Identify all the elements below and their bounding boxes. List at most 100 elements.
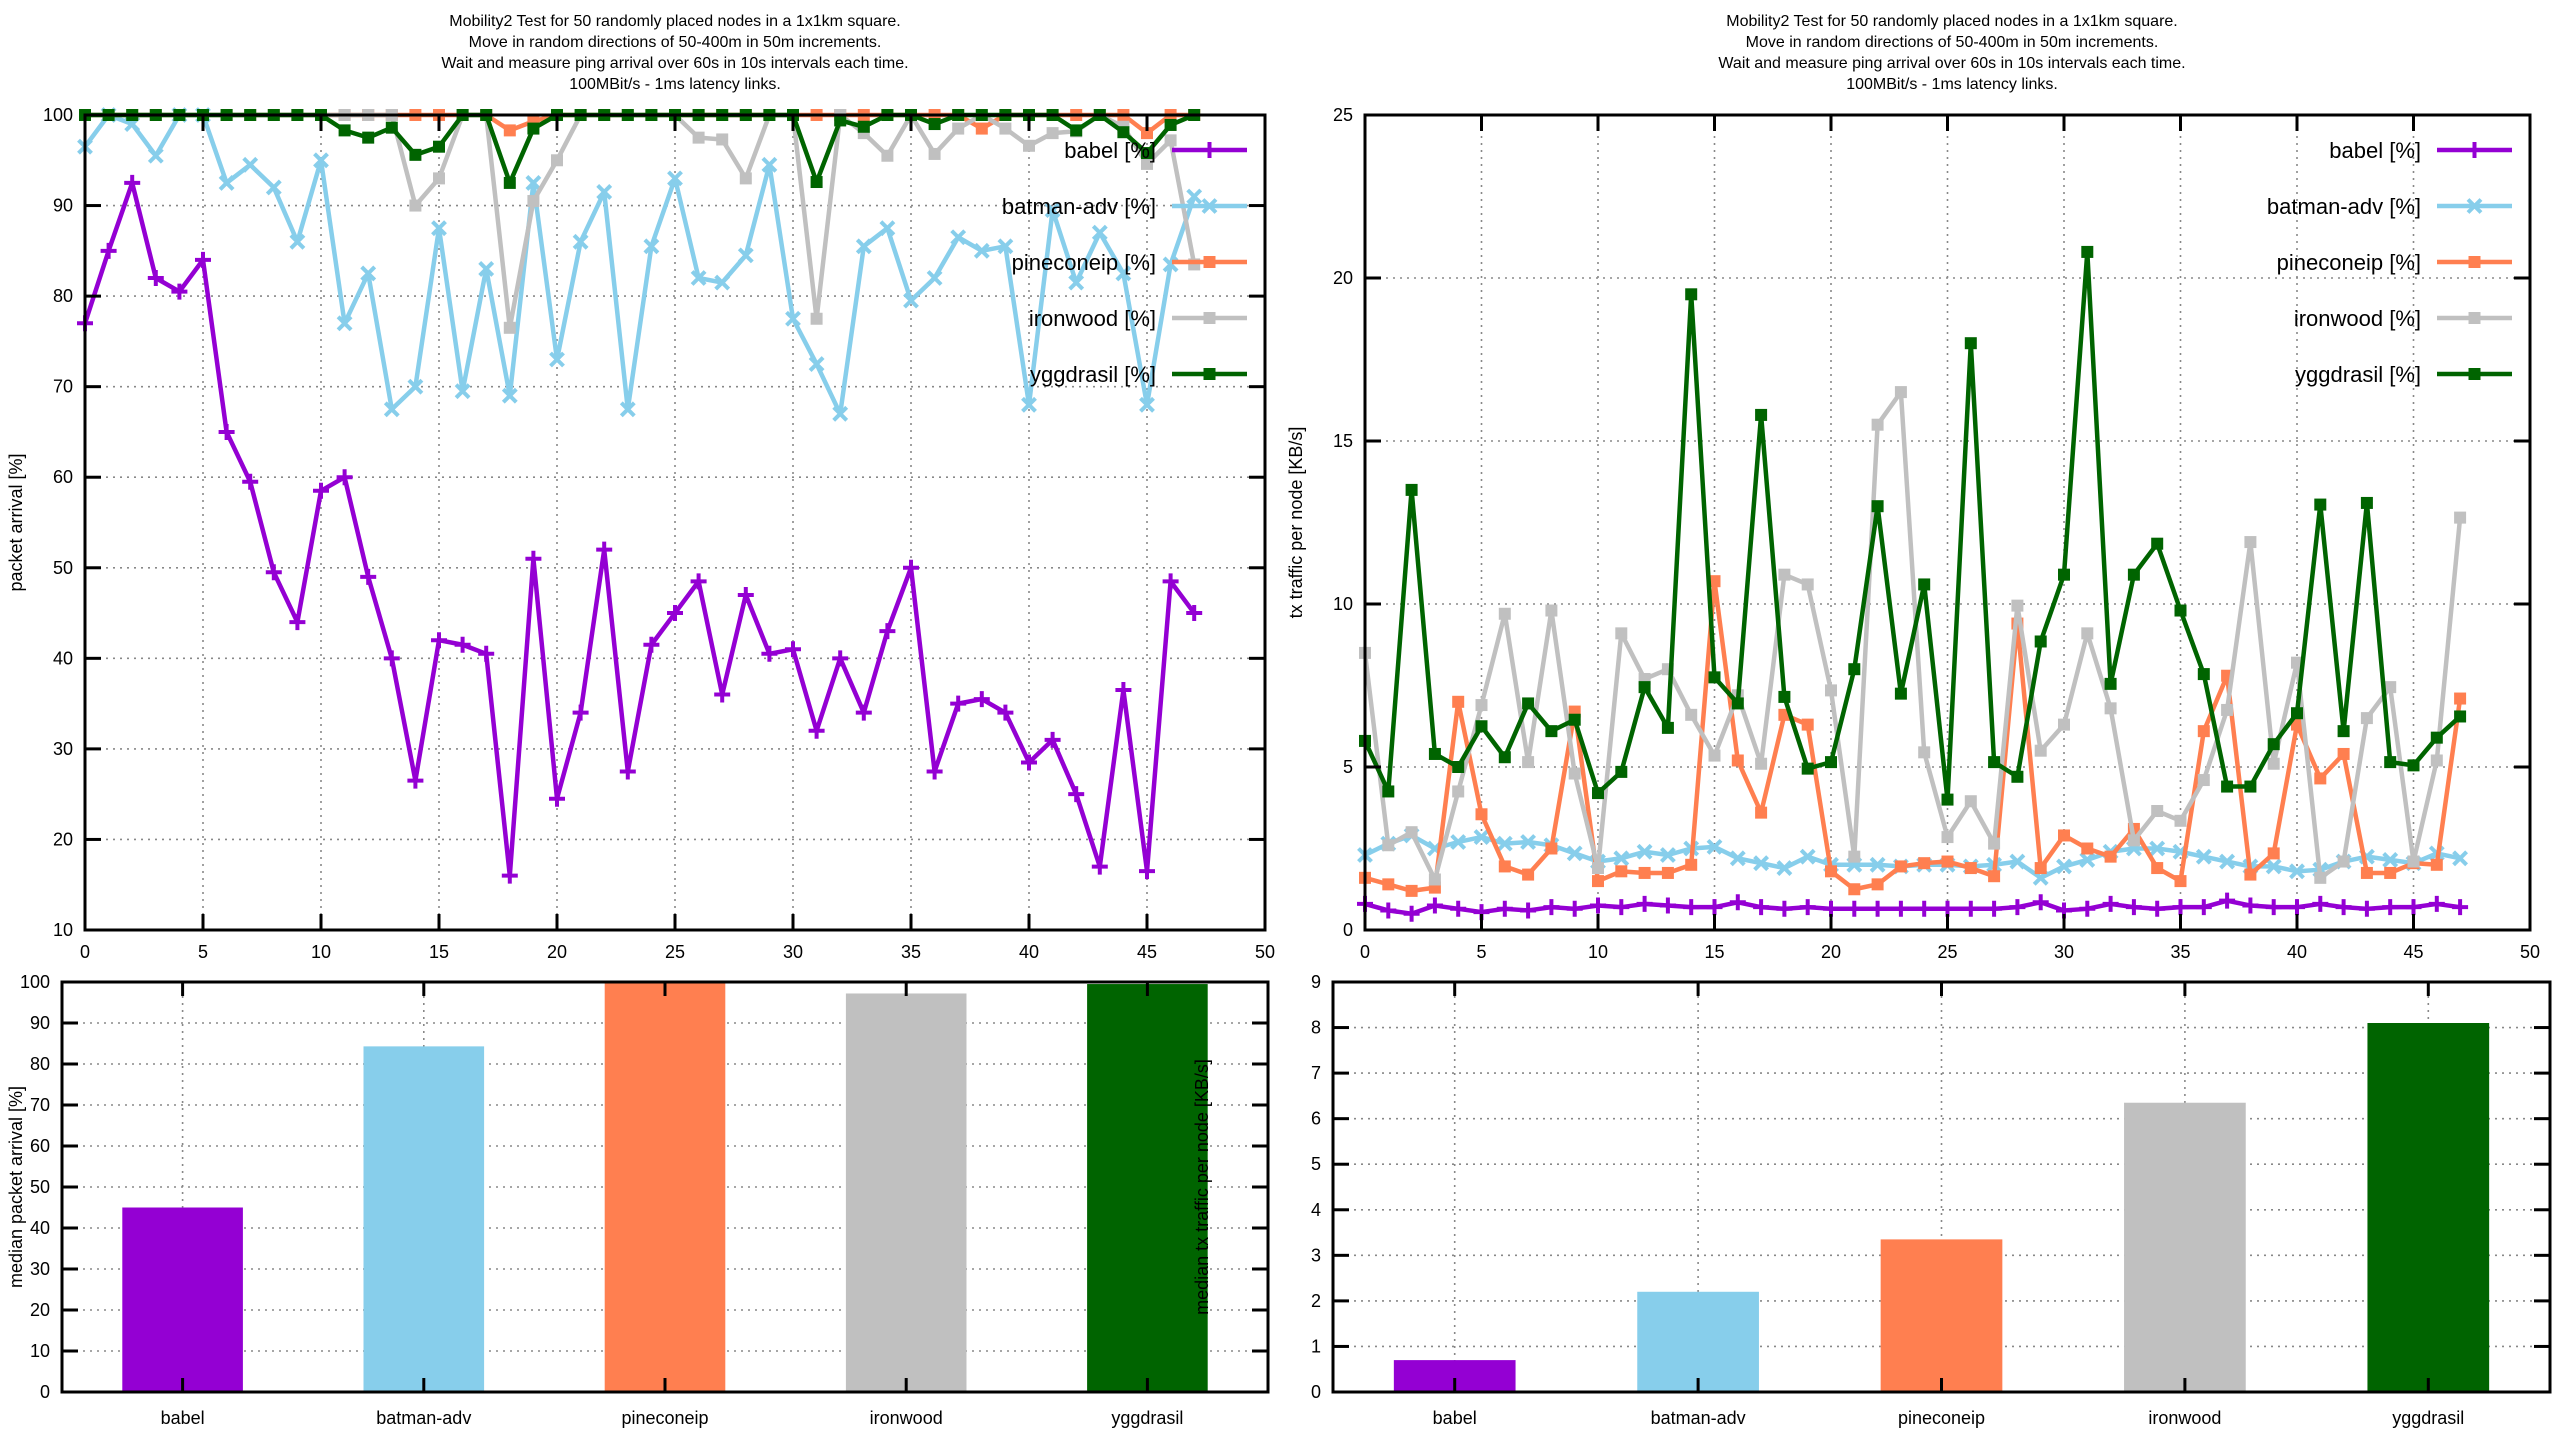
point-marker-square xyxy=(1685,288,1698,301)
point-marker-plus xyxy=(832,650,849,667)
point-marker-square xyxy=(2337,747,2350,760)
point-marker-square xyxy=(1592,875,1604,888)
point-marker-square xyxy=(2384,681,2397,694)
point-marker-square xyxy=(503,124,516,137)
point-marker-cross xyxy=(714,274,731,291)
point-marker-plus xyxy=(1962,900,1979,917)
xtick-label: 45 xyxy=(1137,942,1157,962)
point-marker-plus xyxy=(2382,899,2399,916)
xtick-label: 35 xyxy=(901,942,921,962)
point-marker-plus xyxy=(1590,897,1606,914)
point-marker-square xyxy=(2151,805,2164,818)
point-marker-plus xyxy=(2195,899,2212,916)
category-label-babel: babel xyxy=(161,1408,205,1428)
point-marker-cross xyxy=(218,175,235,191)
point-marker-square xyxy=(1894,687,1907,700)
point-marker-square xyxy=(810,176,823,189)
point-marker-plus xyxy=(525,550,542,567)
point-marker-cross xyxy=(808,356,825,372)
xtick-label: 30 xyxy=(2054,942,2074,962)
point-marker-plus xyxy=(265,564,282,581)
point-marker-plus xyxy=(1753,899,1770,916)
point-marker-square xyxy=(1894,386,1907,399)
point-marker-square xyxy=(1825,684,1837,697)
plot-border xyxy=(83,113,1267,932)
point-marker-square xyxy=(1522,756,1535,769)
bar-ironwood xyxy=(845,993,967,1392)
point-marker-square xyxy=(2314,772,2327,785)
point-marker-square xyxy=(739,172,752,185)
y-axis-label: median tx traffic per node [KB/s] xyxy=(1192,1059,1212,1315)
ytick-label: 100 xyxy=(43,105,73,125)
point-marker-cross xyxy=(1186,188,1203,205)
point-marker-plus xyxy=(454,636,471,653)
category-label-pineconeip: pineconeip xyxy=(621,1408,708,1428)
point-marker-square xyxy=(1405,826,1418,839)
point-marker-cross xyxy=(1201,198,1218,214)
point-marker-cross xyxy=(336,315,353,332)
plot-border xyxy=(60,980,1270,1394)
point-marker-plus xyxy=(1566,900,1583,917)
point-marker-square xyxy=(2151,862,2164,875)
point-marker-square xyxy=(1522,868,1535,881)
point-marker-square xyxy=(2174,875,2187,888)
point-marker-square xyxy=(1475,720,1488,733)
point-marker-square xyxy=(2104,677,2117,690)
point-marker-cross xyxy=(832,405,849,422)
point-marker-square xyxy=(527,195,540,208)
point-marker-square xyxy=(1801,718,1814,731)
point-marker-plus xyxy=(2428,895,2445,912)
legend-label-pineconeip: pineconeip [%] xyxy=(1012,250,1156,275)
legend-label-yggdrasil: yggdrasil [%] xyxy=(1030,362,1156,387)
point-marker-cross xyxy=(737,247,754,264)
point-marker-cross xyxy=(1753,855,1770,872)
xtick-label: 5 xyxy=(198,942,208,962)
point-marker-plus xyxy=(1846,900,1863,917)
point-marker-square xyxy=(1203,368,1216,380)
point-marker-square xyxy=(2267,757,2280,770)
point-marker-cross xyxy=(265,179,282,196)
legend-label-babel: babel [%] xyxy=(1064,138,1156,163)
point-marker-plus xyxy=(1380,902,1397,919)
xtick-label: 10 xyxy=(1588,942,1608,962)
point-marker-cross xyxy=(1636,843,1653,860)
point-marker-square xyxy=(503,321,516,334)
point-marker-cross xyxy=(643,238,660,255)
plot-data xyxy=(122,982,1208,1392)
point-marker-square xyxy=(2104,702,2117,715)
point-marker-cross xyxy=(997,238,1014,255)
point-marker-square xyxy=(1638,866,1651,879)
point-marker-cross xyxy=(1566,845,1583,862)
chart-title-line: Move in random directions of 50-400m in … xyxy=(469,34,882,51)
point-marker-square xyxy=(2430,754,2443,767)
point-marker-plus xyxy=(195,251,211,268)
point-marker-square xyxy=(2267,738,2280,751)
ytick-label: 60 xyxy=(30,1136,50,1156)
point-marker-square xyxy=(1615,627,1628,640)
point-marker-cross xyxy=(2382,851,2399,868)
point-marker-square xyxy=(1203,256,1216,268)
point-marker-plus xyxy=(643,636,660,653)
point-marker-square xyxy=(2384,866,2397,879)
category-label-babel: babel xyxy=(1433,1408,1477,1428)
point-marker-cross xyxy=(2195,848,2212,865)
xtick-label: 5 xyxy=(1476,942,1486,962)
series-line-babel xyxy=(82,180,1197,878)
point-marker-plus xyxy=(785,641,801,658)
ytick-label: 7 xyxy=(1311,1063,1321,1083)
ytick-label: 15 xyxy=(1333,431,1353,451)
point-marker-square xyxy=(1428,747,1441,760)
point-marker-cross xyxy=(1473,829,1490,846)
legend-label-ironwood: ironwood [%] xyxy=(1029,306,1156,331)
point-marker-plus xyxy=(1636,895,1653,912)
point-marker-plus xyxy=(1543,899,1560,916)
xtick-label: 0 xyxy=(1360,942,1370,962)
point-marker-plus xyxy=(619,763,636,780)
point-marker-square xyxy=(716,133,729,146)
point-marker-square xyxy=(2244,780,2257,793)
ytick-label: 80 xyxy=(30,1054,50,1074)
point-marker-cross xyxy=(431,220,447,237)
plot-data xyxy=(1393,1023,2490,1392)
bar-yggdrasil xyxy=(2367,1023,2490,1392)
